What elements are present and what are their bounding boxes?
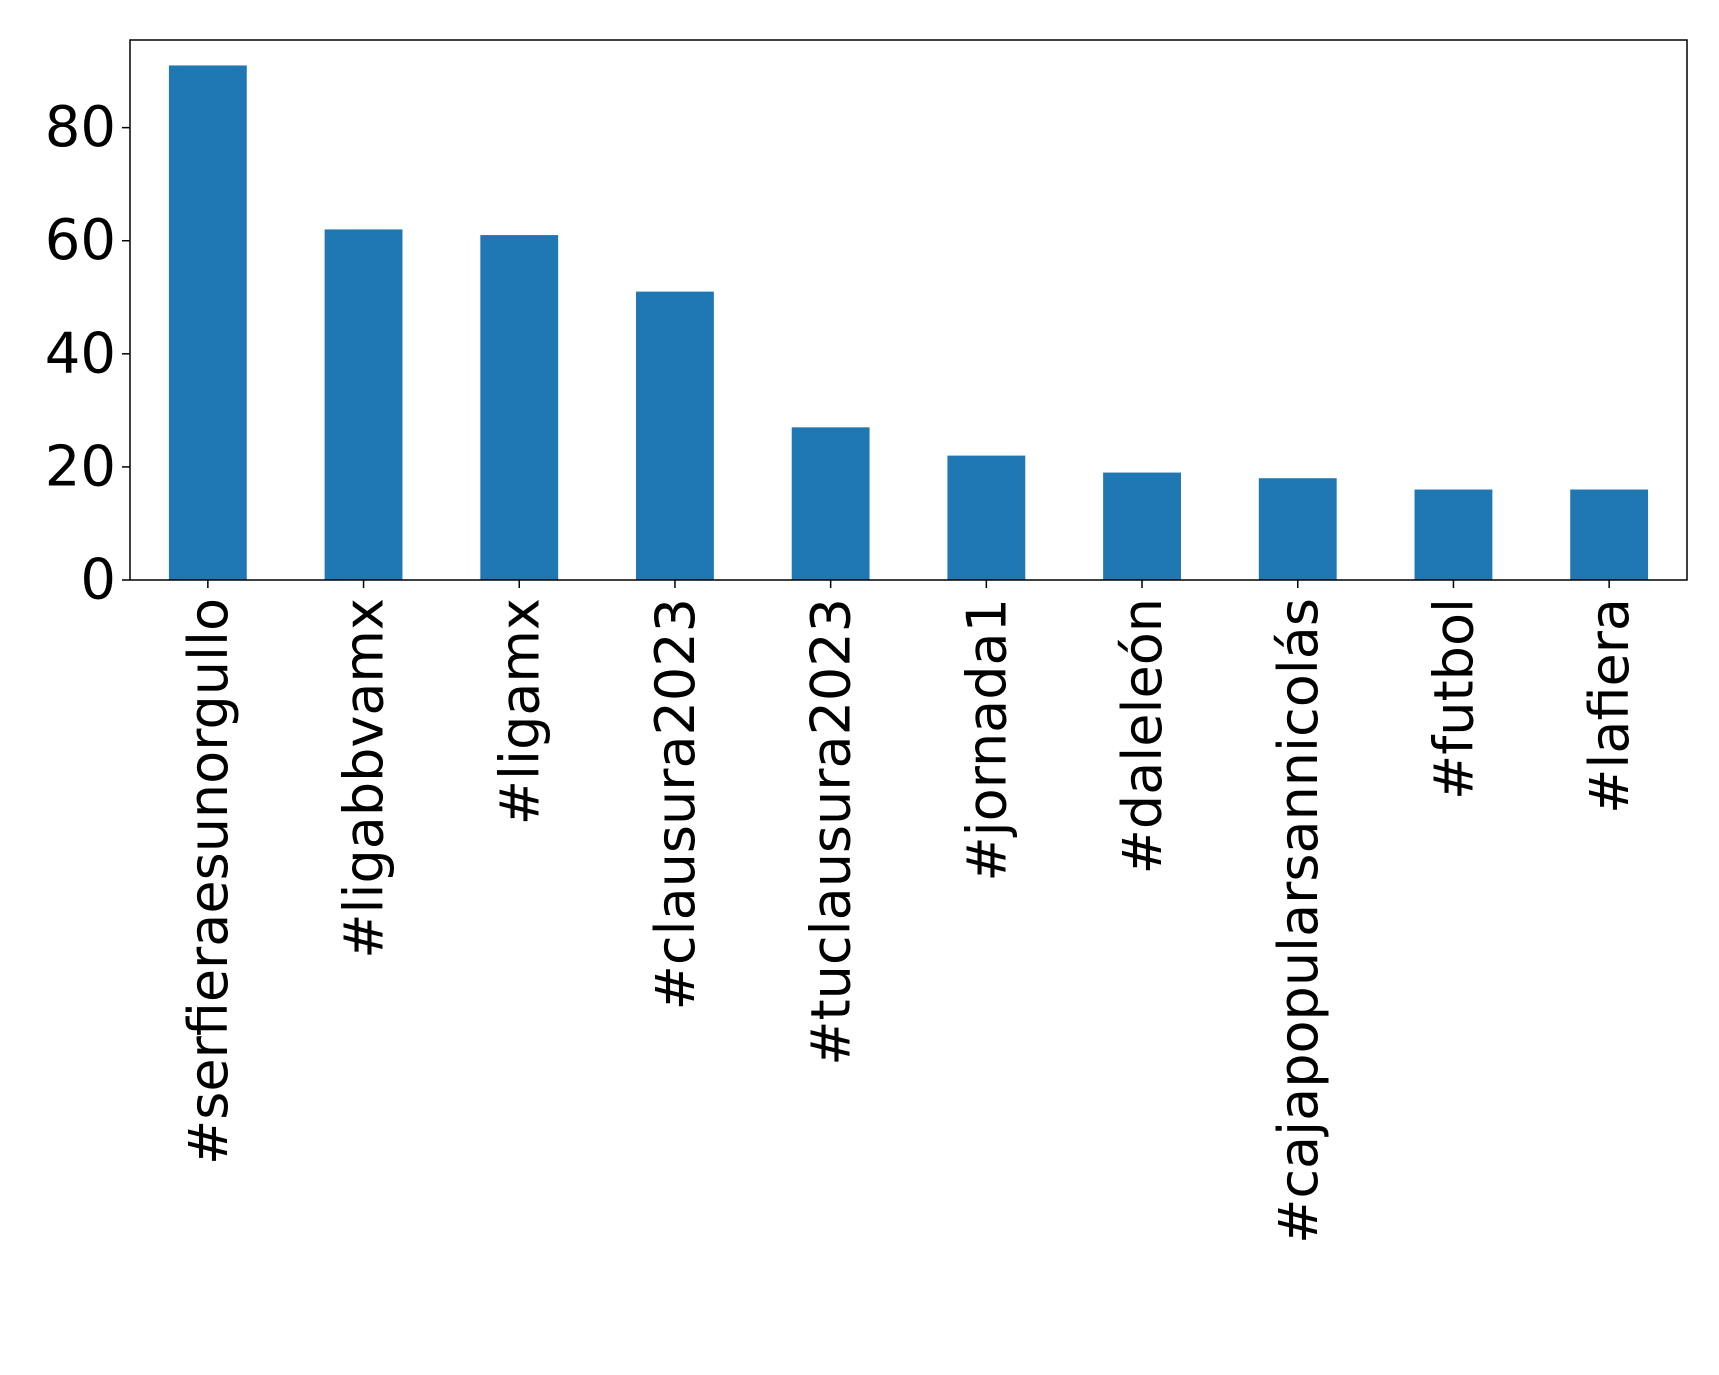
- bar: [324, 229, 403, 581]
- x-tick-label: #cajapopularsannicolás: [1267, 598, 1330, 1244]
- bar: [791, 427, 870, 580]
- y-tick-label: 80: [45, 95, 116, 160]
- x-tick-label: #ligamx: [488, 598, 551, 825]
- bar: [1258, 478, 1337, 580]
- bars-group: [168, 65, 1649, 581]
- x-tick-label: #serfieraesunorgullo: [177, 598, 240, 1165]
- bar: [1103, 472, 1181, 580]
- bar: [480, 235, 559, 580]
- x-tick-label: #jornada1: [955, 598, 1018, 882]
- y-tick-label: 60: [45, 208, 116, 273]
- y-tick-label: 20: [45, 434, 116, 499]
- x-tick-label: #futbol: [1422, 598, 1485, 800]
- y-axis: 0 20 40 60 80: [45, 95, 130, 613]
- y-tick-label: 40: [45, 321, 116, 386]
- x-tick-label: #clausura2023: [644, 598, 707, 1010]
- x-axis: #serfieraesunorgullo #ligabbvamx #ligamx #c…: [177, 580, 1641, 1244]
- x-tick-label: #tuclausura2023: [800, 598, 863, 1066]
- bar: [636, 291, 714, 580]
- bar: [168, 65, 247, 581]
- x-tick-label: #daleleón: [1111, 598, 1174, 874]
- bar: [1570, 489, 1649, 580]
- bar: [947, 455, 1026, 580]
- plot-frame: [129, 39, 1688, 581]
- y-tick-label: 0: [80, 548, 116, 613]
- x-tick-label: #ligabbvamx: [333, 598, 396, 959]
- bar: [1414, 489, 1493, 580]
- x-tick-label: #lafiera: [1578, 598, 1641, 814]
